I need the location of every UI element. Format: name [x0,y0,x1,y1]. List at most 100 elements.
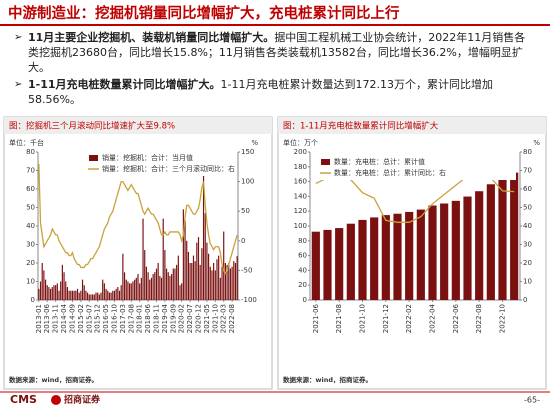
bar [162,218,164,300]
bar [102,279,104,300]
y-unit: 单位：千台 [9,138,44,147]
bar [68,290,70,300]
bar [56,283,58,300]
y-tick-label: 0 [303,296,307,304]
y-unit: 单位：万个 [283,138,318,147]
legend-swatch [321,159,330,165]
legend-label: 销量：挖掘机：合计：当月值 [102,153,193,162]
bar [78,292,80,300]
y-tick-label: 100 [294,222,307,230]
bar [76,288,79,300]
x-tick-label: 2014-09 [68,304,76,333]
bar [165,268,168,300]
x-tick-label: 2018-01 [136,304,144,333]
bar [73,290,75,300]
bar [201,248,203,300]
bar [39,281,42,300]
y2-tick-label: -100 [241,296,257,304]
panel-header [4,117,272,134]
x-tick-label: 2022-10 [499,304,507,333]
bar [157,263,159,300]
bar [159,275,161,300]
bar [182,209,184,300]
y-tick-label: 180 [294,163,307,171]
y2-tick-label: 50 [523,204,532,212]
bar [189,263,191,300]
bar [85,290,87,300]
bar [186,240,188,300]
bar [196,242,198,300]
bullet-lead: 1-11月充电桩数量累计同比增幅扩大。 [28,78,221,91]
x-tick-label: 2017-03 [119,304,127,333]
bar [108,292,111,300]
panel-header [278,117,546,134]
bar [218,255,220,300]
bar [228,263,230,300]
bar [194,261,196,300]
x-tick-label: 2015-12 [94,304,102,333]
logo-cn: 招商证券 [64,394,101,406]
bar [416,209,425,300]
bar [381,215,390,300]
x-tick-label: 2022-08 [228,304,236,333]
bar [134,279,136,300]
bar [152,274,154,300]
bar [115,288,117,300]
bar [60,281,62,300]
y2-tick-label: 80 [523,148,532,156]
y-tick-label: 0 [31,296,35,304]
bar [211,270,213,300]
bar [176,264,178,300]
bar [142,218,144,300]
bullet-text: 1-11月充电桩累计数量达到172.13万个，累计同比增加58.56%。 [28,78,493,106]
x-tick-label: 2014-04 [60,303,68,333]
line [38,163,238,275]
y-tick-label: 20 [298,281,307,289]
bar [451,200,460,300]
bar [139,283,141,300]
bar [92,294,94,300]
bar [123,272,126,300]
bar [233,261,235,300]
bar [358,219,367,300]
bar [181,283,183,300]
bar [83,285,85,300]
y2-tick-label: 150 [241,148,254,156]
x-tick-label: 2015-02 [77,304,85,333]
bar [127,281,129,300]
bar [370,217,379,300]
y-tick-label: 80 [26,148,35,156]
x-tick-label: 2022-03 [220,304,228,333]
x-tick-label: 2018-11 [152,304,160,333]
bar [38,288,40,300]
x-tick-label: 2022-06 [452,303,460,333]
bar [103,283,105,300]
bar [71,290,74,300]
bar [510,172,519,300]
y-tick-label: 60 [26,185,35,193]
bar [463,196,472,300]
bar [179,285,181,300]
bar [393,213,402,300]
bar [80,290,82,300]
bar [75,290,77,300]
bar [149,279,151,300]
x-tick-label: 2021-08 [335,304,343,333]
bar [117,287,119,300]
y2-tick-label: 100 [241,178,254,186]
legend-box [318,156,516,180]
x-tick-label: 2015-07 [85,304,93,333]
bar [147,272,149,300]
bar [191,263,193,300]
y-tick-label: 70 [26,167,35,175]
bar [66,287,68,300]
bar [428,205,437,300]
slide-title: 中游制造业：挖掘机销量同比增幅扩大，充电桩累计同比上行 [8,6,400,22]
bar [209,266,211,300]
legend-label: 销量：挖掘机：合计：三个月滚动同比：右 [102,164,235,173]
x-tick-label: 2020-02 [178,304,186,333]
bar [154,272,156,300]
bar [216,259,218,300]
